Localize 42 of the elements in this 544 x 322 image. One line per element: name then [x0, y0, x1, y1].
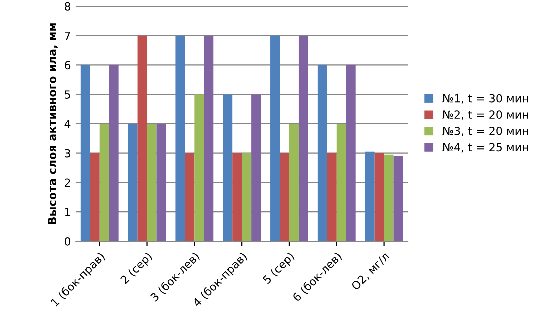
y-tick-label: 7: [65, 32, 70, 40]
bar: [242, 153, 252, 242]
bar: [327, 153, 337, 242]
bar: [204, 36, 214, 242]
bar: [346, 65, 356, 242]
legend-label: №4, t = 25 мин: [442, 143, 528, 153]
legend-label: №3, t = 20 мин: [442, 126, 528, 136]
y-axis-title: Высота слоя активного ила, мм: [48, 24, 58, 224]
bar: [223, 94, 233, 242]
bar: [336, 124, 346, 242]
y-tick-label: 4: [64, 120, 71, 128]
y-tick-label: 3: [65, 149, 70, 158]
bar: [185, 153, 195, 242]
legend-label: №2, t = 20 мин: [442, 110, 528, 120]
bar: [374, 153, 384, 242]
bar: [394, 156, 404, 242]
bar: [252, 94, 262, 242]
bar: [138, 36, 148, 242]
bar: [298, 36, 308, 242]
bar: [109, 65, 119, 242]
bar: [280, 153, 290, 242]
bar: [128, 124, 138, 242]
bar: [270, 36, 280, 242]
bar: [147, 124, 157, 242]
y-tick-label: 1: [65, 208, 70, 216]
y-tick-label: 0: [64, 237, 71, 246]
y-tick-label: 8: [64, 2, 71, 11]
bar: [156, 124, 166, 242]
bar: [100, 124, 110, 242]
bar: [365, 152, 375, 242]
bar: [384, 154, 394, 242]
bar: [318, 65, 328, 242]
bar: [80, 65, 90, 242]
bar: [194, 94, 204, 242]
y-tick-label: 5: [65, 90, 70, 99]
bar: [289, 124, 299, 242]
y-tick-label: 2: [65, 178, 70, 187]
legend-label: №1, t = 30 мин: [442, 94, 528, 104]
bar: [176, 36, 186, 242]
bar: [90, 153, 100, 242]
bar: [232, 153, 242, 242]
y-tick-label: 6: [65, 61, 71, 70]
